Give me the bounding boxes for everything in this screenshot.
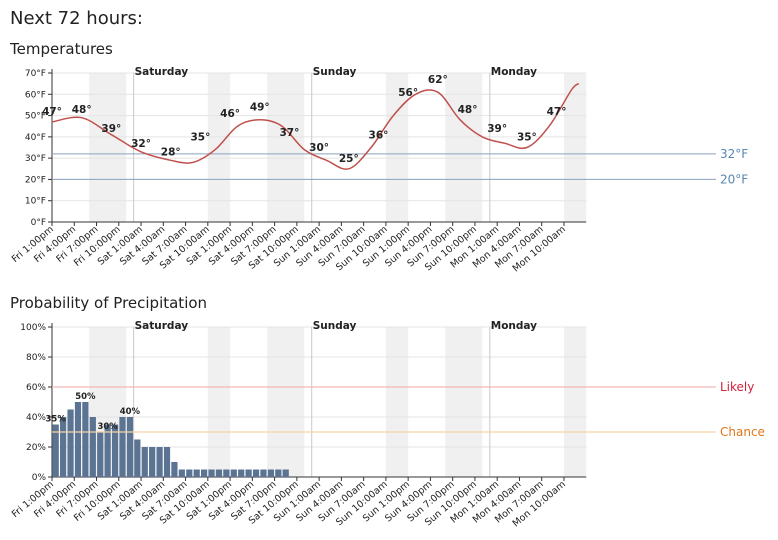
precip-bar [282,469,289,477]
precip-bar [260,469,267,477]
precip-data-label: 30% [97,422,118,432]
temp-data-label: 48° [458,104,478,116]
precip-y-tick-label: 20% [26,443,46,453]
precip-bar [163,447,171,477]
precip-bar [156,447,163,477]
temp-data-label: 62° [428,74,448,86]
temp-y-tick-label: 50°F [25,112,46,122]
precip-night-band [445,327,483,477]
precip-bar [186,469,193,477]
precip-bar [126,417,134,477]
precip-bar [97,432,104,477]
temp-y-tick-label: 60°F [25,90,46,100]
precip-bar [134,439,141,477]
precip-y-tick-label: 60% [26,383,46,393]
temp-night-band [267,73,305,222]
precipitation-chart-title: Probability of Precipitation [10,294,208,312]
temp-data-label: 32° [131,138,151,150]
precip-bar [193,469,200,477]
precip-bar [275,469,282,477]
temp-data-label: 47° [42,106,62,118]
temp-data-label: 39° [101,123,121,135]
temp-night-band [385,73,409,222]
precip-day-label-monday: Monday [491,320,537,332]
precip-day-label-saturday: Saturday [135,320,189,332]
precip-bar [171,462,178,477]
temp-night-band [89,73,127,222]
temp-data-label: 49° [250,102,270,114]
precip-bar [111,424,119,477]
precip-bar [60,417,67,477]
precip-night-band [267,327,305,477]
precip-y-tick-label: 40% [26,413,46,423]
temp-data-label: 30° [309,142,329,154]
temp-data-label: 48° [72,104,92,116]
temp-y-tick-label: 30°F [25,154,46,164]
temp-day-label-saturday: Saturday [135,66,189,78]
temp-reference-label: 32°F [720,147,748,161]
precip-bar [252,469,260,477]
page-title: Next 72 hours: [10,8,143,29]
precip-night-band [385,327,409,477]
temp-data-label: 35° [190,132,210,144]
precip-bar [89,417,96,477]
precip-data-label: 35% [46,415,67,425]
temp-day-label-monday: Monday [491,66,537,78]
temp-data-label: 25° [339,153,359,165]
precip-bar [82,402,89,477]
precip-reference-label: Likely [720,380,754,394]
precip-night-band [207,327,231,477]
precip-data-label: 50% [75,392,96,402]
precip-data-label: 40% [120,407,141,417]
temp-y-tick-label: 0°F [31,218,46,228]
temperature-chart-title: Temperatures [10,40,113,58]
precip-y-tick-label: 100% [20,323,46,333]
temp-y-tick-label: 20°F [25,175,46,185]
precip-day-label-sunday: Sunday [313,320,357,332]
temp-data-label: 37° [280,127,300,139]
temp-data-label: 28° [161,146,181,158]
temp-data-label: 39° [487,123,507,135]
precip-bar [119,417,126,477]
precip-bar [178,469,185,477]
precip-y-tick-label: 80% [26,353,46,363]
temp-y-tick-label: 10°F [25,197,46,207]
temp-day-label-sunday: Sunday [313,66,357,78]
precip-y-tick-label: 0% [32,473,47,483]
temp-y-tick-label: 40°F [25,133,46,143]
temp-y-tick-label: 70°F [25,69,46,79]
precip-bar [230,469,237,477]
precip-night-band [563,327,587,477]
precip-bar [104,424,111,477]
precip-bar [141,447,148,477]
precip-bar [74,402,82,477]
precip-bar [67,409,74,477]
temp-data-label: 35° [517,132,537,144]
precip-bar [52,424,59,477]
temp-data-label: 56° [398,87,418,99]
precip-bar [238,469,245,477]
precip-bar [149,447,156,477]
precip-bar [215,469,223,477]
temp-night-band [207,73,231,222]
temp-night-band [563,73,587,222]
precip-bar [201,469,208,477]
temperature-line [51,82,580,170]
precip-bar [223,469,230,477]
precip-bar [208,469,215,477]
precip-reference-label: Chance [720,425,765,439]
temp-data-label: 36° [369,129,389,141]
precip-bar [245,469,252,477]
temp-data-label: 46° [220,108,240,120]
temp-night-band [445,73,483,222]
temp-reference-label: 20°F [720,172,748,186]
precip-bar [267,469,274,477]
temp-data-label: 47° [547,106,567,118]
